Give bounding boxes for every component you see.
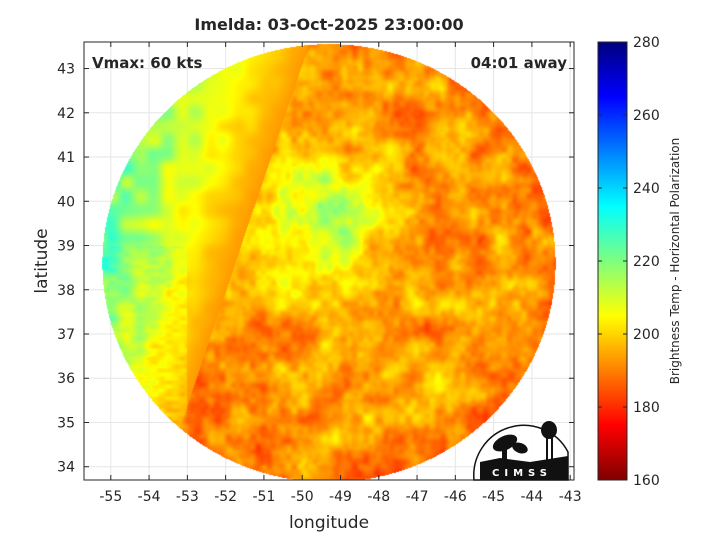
y-tick-label: 38: [57, 283, 75, 299]
y-axis: 34 35 36 37 38 39 40 41 42 43: [57, 62, 574, 476]
y-tick-label: 37: [57, 327, 75, 343]
x-tick-label: -46: [444, 489, 467, 505]
y-tick-label: 41: [57, 150, 75, 166]
y-tick-label: 43: [57, 62, 75, 78]
cimss-logo: CIMSS: [473, 421, 569, 481]
x-tick-label: -53: [176, 489, 199, 505]
brightness-temp-swath: [84, 42, 574, 480]
x-tick-label: -51: [252, 489, 275, 505]
colorbar-tick-label: 180: [633, 400, 660, 416]
y-tick-label: 39: [57, 239, 75, 255]
x-tick-label: -47: [406, 489, 429, 505]
y-tick-label: 36: [57, 371, 75, 387]
x-tick-label: -54: [138, 489, 161, 505]
x-tick-label: -44: [520, 489, 543, 505]
vmax-annotation: Vmax: 60 kts: [92, 54, 202, 72]
swath-group: [84, 42, 574, 480]
x-tick-label: -43: [559, 489, 582, 505]
colorbar-label: Brightness Temp - Horizontal Polarizatio…: [668, 138, 682, 385]
y-tick-label: 42: [57, 106, 75, 122]
colorbar-tick-label: 220: [633, 254, 660, 270]
logo-text: CIMSS: [492, 468, 552, 479]
x-tick-label: -55: [99, 489, 122, 505]
colorbar-ticks: 160 180 200 220 240 260 280: [598, 35, 660, 489]
y-tick-label: 40: [57, 194, 75, 210]
x-tick-label: -49: [329, 489, 352, 505]
x-axis: -55 -54 -53 -52 -51 -50 -49 -48 -47 -46 -45 -44 -43: [99, 42, 582, 505]
y-tick-label: 34: [57, 460, 75, 476]
chart-title: Imelda: 03-Oct-2025 23:00:00: [194, 15, 463, 34]
colorbar-tick-label: 280: [633, 35, 660, 51]
axes-frame: [83, 41, 575, 481]
colorbar-tick-label: 240: [633, 181, 660, 197]
colorbar-tick-label: 160: [633, 473, 660, 489]
x-tick-label: -48: [367, 489, 390, 505]
colorbar-tick-label: 260: [633, 108, 660, 124]
x-tick-label: -45: [482, 489, 505, 505]
x-tick-label: -50: [291, 489, 314, 505]
colorbar-tick-label: 200: [633, 327, 660, 343]
y-axis-label: latitude: [32, 228, 52, 293]
x-tick-label: -52: [214, 489, 237, 505]
colorbar: [597, 41, 628, 481]
x-axis-label: longitude: [289, 513, 369, 533]
time-away-annotation: 04:01 away: [471, 54, 568, 72]
y-tick-label: 35: [57, 415, 75, 431]
